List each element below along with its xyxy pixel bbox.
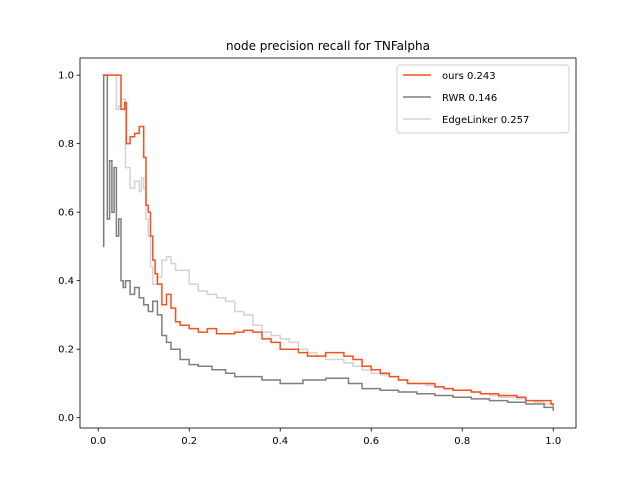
y-tick-label: 0.6: [58, 208, 74, 219]
legend-label-rwr: RWR 0.146: [442, 93, 497, 104]
legend-label-ours: ours 0.243: [442, 71, 496, 82]
x-tick-label: 0.8: [454, 436, 470, 447]
y-axis: 0.0 0.2 0.4 0.6 0.8 1.0: [58, 71, 80, 424]
legend-box: [396, 64, 570, 134]
y-tick-label: 1.0: [58, 71, 74, 82]
y-tick-label: 0.8: [58, 139, 74, 150]
x-tick-label: 0.6: [363, 436, 379, 447]
legend-label-edgelinker: EdgeLinker 0.257: [442, 115, 529, 126]
series-line-ours: [102, 74, 554, 406]
x-tick-label: 0.2: [181, 436, 197, 447]
y-tick-label: 0.4: [58, 276, 74, 287]
legend: ours 0.243 RWR 0.146 EdgeLinker 0.257: [396, 64, 570, 134]
x-tick-label: 0.0: [90, 436, 106, 447]
plot-frame: [79, 57, 577, 429]
series-line-rwr: [102, 74, 554, 411]
chart-title: node precision recall for TNFalpha: [226, 39, 430, 53]
x-tick-label: 0.4: [272, 436, 288, 447]
x-tick-label: 1.0: [545, 436, 561, 447]
x-axis: 0.0 0.2 0.4 0.6 0.8 1.0: [90, 428, 561, 447]
plot-area: [79, 57, 577, 429]
series-layer: [102, 74, 554, 411]
y-tick-label: 0.0: [58, 413, 74, 424]
y-tick-label: 0.2: [58, 345, 74, 356]
